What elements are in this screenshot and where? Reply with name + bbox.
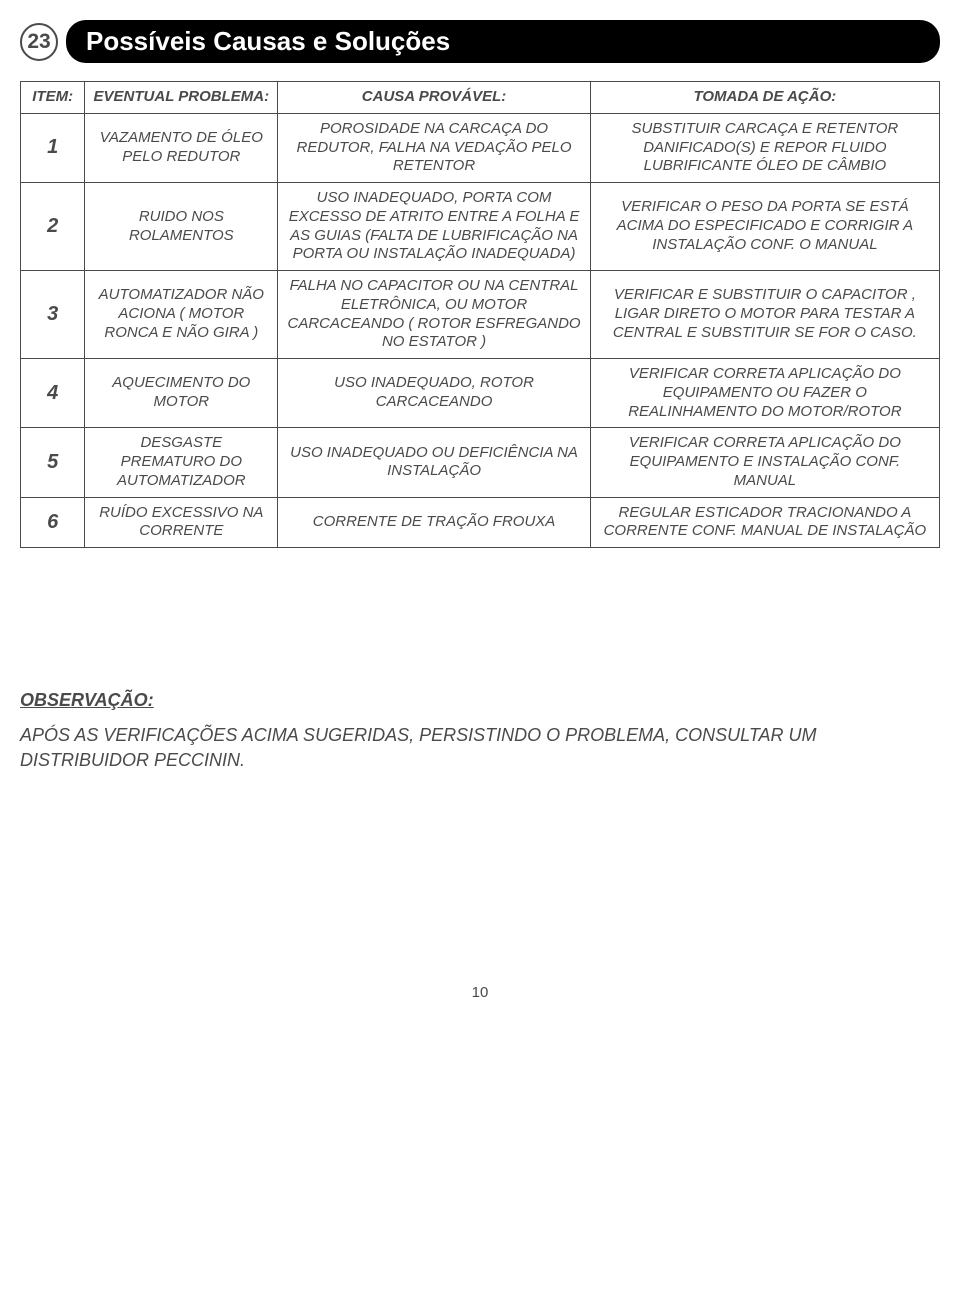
cell-cause: USO INADEQUADO, ROTOR CARCACEANDO [278, 359, 590, 428]
observation-block: OBSERVAÇÃO: APÓS AS VERIFICAÇÕES ACIMA S… [20, 688, 940, 774]
cell-item: 2 [21, 183, 85, 271]
cell-cause: USO INADEQUADO OU DEFICIÊNCIA NA INSTALA… [278, 428, 590, 497]
header-problem: EVENTUAL PROBLEMA: [85, 82, 278, 114]
cell-action: REGULAR ESTICADOR TRACIONANDO A CORRENTE… [590, 497, 939, 548]
table-row: 4 AQUECIMENTO DO MOTOR USO INADEQUADO, R… [21, 359, 940, 428]
cell-item: 1 [21, 113, 85, 182]
observation-heading: OBSERVAÇÃO: [20, 688, 940, 713]
cell-action: VERIFICAR CORRETA APLICAÇÃO DO EQUIPAMEN… [590, 428, 939, 497]
cell-cause: FALHA NO CAPACITOR OU NA CENTRAL ELETRÔN… [278, 271, 590, 359]
cell-cause: CORRENTE DE TRAÇÃO FROUXA [278, 497, 590, 548]
cell-action: VERIFICAR CORRETA APLICAÇÃO DO EQUIPAMEN… [590, 359, 939, 428]
cell-problem: VAZAMENTO DE ÓLEO PELO REDUTOR [85, 113, 278, 182]
cell-cause: POROSIDADE NA CARCAÇA DO REDUTOR, FALHA … [278, 113, 590, 182]
cell-action: VERIFICAR E SUBSTITUIR O CAPACITOR , LIG… [590, 271, 939, 359]
cell-item: 5 [21, 428, 85, 497]
table-row: 2 RUIDO NOS ROLAMENTOS USO INADEQUADO, P… [21, 183, 940, 271]
cell-problem: RUIDO NOS ROLAMENTOS [85, 183, 278, 271]
header-item: ITEM: [21, 82, 85, 114]
table-row: 5 DESGASTE PREMATURO DO AUTOMATIZADOR US… [21, 428, 940, 497]
cell-problem: AQUECIMENTO DO MOTOR [85, 359, 278, 428]
cell-problem: DESGASTE PREMATURO DO AUTOMATIZADOR [85, 428, 278, 497]
cell-cause: USO INADEQUADO, PORTA COM EXCESSO DE ATR… [278, 183, 590, 271]
page-number: 10 [20, 984, 940, 1001]
cell-item: 3 [21, 271, 85, 359]
cell-problem: RUÍDO EXCESSIVO NA CORRENTE [85, 497, 278, 548]
step-number-badge: 23 [20, 23, 58, 61]
troubleshooting-table: ITEM: EVENTUAL PROBLEMA: CAUSA PROVÁVEL:… [20, 81, 940, 548]
cell-problem: AUTOMATIZADOR NÃO ACIONA ( MOTOR RONCA E… [85, 271, 278, 359]
cell-item: 6 [21, 497, 85, 548]
observation-body: APÓS AS VERIFICAÇÕES ACIMA SUGERIDAS, PE… [20, 723, 940, 773]
table-header-row: ITEM: EVENTUAL PROBLEMA: CAUSA PROVÁVEL:… [21, 82, 940, 114]
cell-action: SUBSTITUIR CARCAÇA E RETENTOR DANIFICADO… [590, 113, 939, 182]
page-title: Possíveis Causas e Soluções [66, 20, 940, 63]
table-row: 6 RUÍDO EXCESSIVO NA CORRENTE CORRENTE D… [21, 497, 940, 548]
section-header: 23 Possíveis Causas e Soluções [20, 20, 940, 63]
cell-action: VERIFICAR O PESO DA PORTA SE ESTÁ ACIMA … [590, 183, 939, 271]
header-action: TOMADA DE AÇÃO: [590, 82, 939, 114]
table-row: 1 VAZAMENTO DE ÓLEO PELO REDUTOR POROSID… [21, 113, 940, 182]
table-row: 3 AUTOMATIZADOR NÃO ACIONA ( MOTOR RONCA… [21, 271, 940, 359]
cell-item: 4 [21, 359, 85, 428]
header-cause: CAUSA PROVÁVEL: [278, 82, 590, 114]
